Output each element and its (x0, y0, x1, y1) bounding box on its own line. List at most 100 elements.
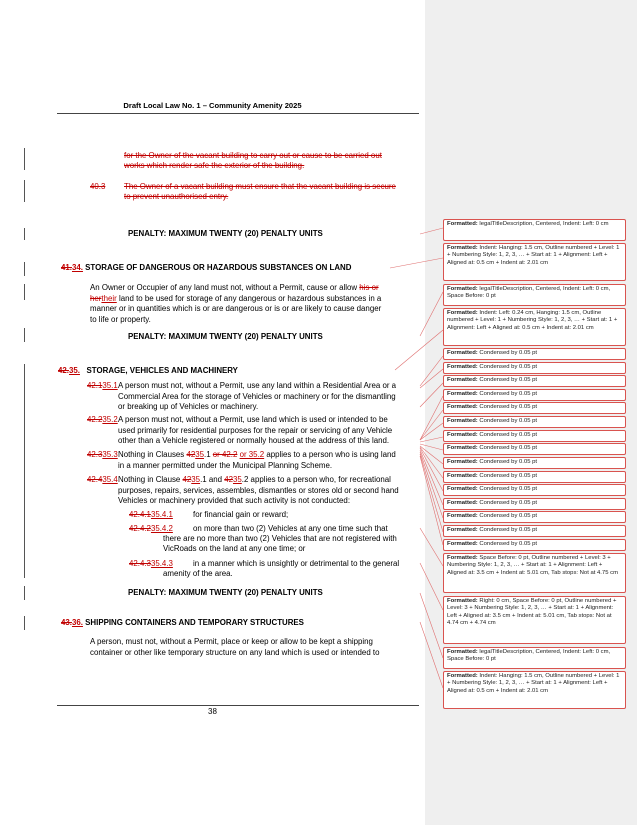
balloon-label: Formatted: (447, 432, 478, 438)
inserted-number: 35.3 (102, 450, 118, 459)
revision-bar (24, 262, 25, 276)
balloon-label: Formatted: (447, 221, 478, 227)
paragraph-35-4-3-line1: in a manner which is unsightly or detrim… (193, 559, 400, 568)
format-balloon[interactable]: Formatted: Condensed by 0.05 pt (443, 362, 626, 374)
clause-36-body: A person, must not, without a Permit, pl… (90, 637, 415, 658)
body-text: container or other like temporary struct… (90, 647, 380, 657)
balloon-text: Condensed by 0.05 pt (479, 418, 538, 424)
balloon-text: Condensed by 0.05 pt (479, 527, 538, 533)
revision-bar (24, 364, 25, 378)
new-number: 35. (68, 366, 80, 375)
balloon-label: Formatted: (447, 350, 478, 356)
format-balloon[interactable]: Formatted: Indent: Hanging: 1.5 cm, Outl… (443, 243, 626, 281)
balloon-label: Formatted: (447, 473, 478, 479)
deleted-number: 42.4.1 (129, 510, 151, 519)
format-balloon[interactable]: Formatted: Condensed by 0.05 pt (443, 457, 626, 469)
inserted-number: 35.4.2 (150, 524, 173, 533)
format-balloon[interactable]: Formatted: Condensed by 0.05 pt (443, 375, 626, 387)
deleted-number: 42.3 (87, 450, 103, 459)
format-balloon[interactable]: Formatted: Condensed by 0.05 pt (443, 525, 626, 537)
balloon-text: Indent: Hanging: 1.5 cm, Outline numbere… (447, 245, 620, 266)
format-balloon[interactable]: Formatted: Space Before: 0 pt, Outline n… (443, 553, 626, 593)
penalty-heading: PENALTY: MAXIMUM TWENTY (20) PENALTY UNI… (128, 229, 323, 238)
format-balloon[interactable]: Formatted: Condensed by 0.05 pt (443, 539, 626, 551)
penalty-heading: PENALTY: MAXIMUM TWENTY (20) PENALTY UNI… (128, 332, 323, 341)
body-text: An Owner or Occupier of any land must no… (90, 283, 358, 292)
format-balloon[interactable]: Formatted: Condensed by 0.05 pt (443, 402, 626, 414)
paragraph-35-4-1: for financial gain or reward; (193, 510, 289, 519)
balloon-label: Formatted: (447, 541, 478, 547)
subclause-35-2: A person must not, without a Permit, use… (118, 415, 418, 447)
format-balloon[interactable]: Formatted: legalTitleDescription, Center… (443, 284, 626, 306)
inserted-number: 35.2 (102, 415, 118, 424)
new-number: 34. (71, 263, 83, 272)
clause-heading-35: 42.35. STORAGE, VEHICLES AND MACHINERY (58, 366, 238, 377)
format-balloon[interactable]: Formatted: legalTitleDescription, Center… (443, 647, 626, 669)
format-balloon[interactable]: Formatted: Condensed by 0.05 pt (443, 430, 626, 442)
format-balloon[interactable]: Formatted: Right: 0 cm, Space Before: 0 … (443, 596, 626, 644)
body-text: A person, must not, without a Permit, pl… (90, 637, 373, 646)
format-balloon[interactable]: Formatted: Condensed by 0.05 pt (443, 484, 626, 496)
inserted-number: 35.4.1 (150, 510, 173, 519)
revision-bar (24, 616, 25, 630)
paragraph-number: 42.4.335.4.3 (129, 559, 173, 570)
balloon-label: Formatted: (447, 445, 478, 451)
format-balloon[interactable]: Formatted: Condensed by 0.05 pt (443, 348, 626, 360)
body-text: .1 and (200, 475, 223, 484)
body-text: .1 (204, 450, 211, 459)
deleted-text: 42 (182, 475, 192, 484)
paragraph-35-4-2-line3: VicRoads on the land at any one time; or (163, 544, 306, 553)
deleted-number: 42.4 (87, 475, 103, 484)
clause-heading-34: 41.34. STORAGE OF DANGEROUS OR HAZARDOUS… (61, 263, 351, 274)
body-text: applies to a person who is using land (266, 450, 396, 459)
format-balloon[interactable]: Formatted: Condensed by 0.05 pt (443, 443, 626, 455)
deleted-clause-number: 40.3 (90, 182, 106, 191)
subclause-35-1: A person must not, without a Permit, use… (118, 381, 418, 413)
balloon-label: Formatted: (447, 377, 478, 383)
balloon-text: Condensed by 0.05 pt (479, 445, 538, 451)
inserted-text: 35 (233, 475, 242, 484)
balloon-label: Formatted: (447, 310, 478, 316)
balloon-label: Formatted: (447, 486, 478, 492)
format-balloon[interactable]: Formatted: legalTitleDescription, Center… (443, 219, 626, 241)
header-rule (57, 113, 419, 114)
format-balloon[interactable]: Formatted: Condensed by 0.05 pt (443, 498, 626, 510)
inserted-text: 35 (195, 450, 204, 459)
balloon-label: Formatted: (447, 555, 478, 561)
body-text: other than a Vehicle registered or norma… (118, 436, 390, 446)
deleted-text: his or (359, 283, 379, 292)
inserted-number: 35.4 (102, 475, 118, 484)
balloon-text: Condensed by 0.05 pt (479, 500, 538, 506)
format-balloon[interactable]: Formatted: Indent: Left: 0.24 cm, Hangin… (443, 308, 626, 346)
format-balloon[interactable]: Formatted: Indent: Hanging: 1.5 cm, Outl… (443, 671, 626, 709)
balloon-label: Formatted: (447, 391, 478, 397)
body-text: purposes, repairs, services, assembles, … (118, 485, 399, 495)
deleted-number: 42.4.3 (129, 559, 151, 568)
subclause-number: 42.335.3 (87, 450, 118, 461)
balloon-text: legalTitleDescription, Centered, Indent:… (447, 286, 611, 300)
balloon-text: Condensed by 0.05 pt (479, 432, 538, 438)
format-balloon[interactable]: Formatted: Condensed by 0.05 pt (443, 389, 626, 401)
deleted-text-line: works which render safe the exterior of … (124, 161, 305, 170)
deleted-text-line: The Owner of a vacant building must ensu… (124, 182, 396, 191)
format-balloon[interactable]: Formatted: Condensed by 0.05 pt (443, 471, 626, 483)
deleted-number: 42.1 (87, 381, 103, 390)
revision-bar (24, 284, 25, 300)
format-balloon[interactable]: Formatted: Condensed by 0.05 pt (443, 511, 626, 523)
body-text: A person must not, without a Permit, use… (118, 415, 388, 424)
balloon-label: Formatted: (447, 418, 478, 424)
balloon-text: Condensed by 0.05 pt (479, 391, 538, 397)
balloon-text: Condensed by 0.05 pt (479, 486, 538, 492)
deleted-text: 42 (186, 450, 196, 459)
heading-text: SHIPPING CONTAINERS AND TEMPORARY STRUCT… (85, 618, 304, 627)
body-text: manner or in quantities which is or are … (90, 304, 382, 314)
body-text: to life or property. (90, 314, 151, 324)
inserted-number: 35.4.3 (150, 559, 173, 568)
balloon-label: Formatted: (447, 404, 478, 410)
revision-bar (24, 586, 25, 600)
paragraph-number: 42.4.135.4.1 (129, 510, 173, 521)
heading-text: STORAGE OF DANGEROUS OR HAZARDOUS SUBSTA… (85, 263, 352, 272)
heading-text: STORAGE, VEHICLES AND MACHINERY (86, 366, 238, 375)
format-balloon[interactable]: Formatted: Condensed by 0.05 pt (443, 416, 626, 428)
